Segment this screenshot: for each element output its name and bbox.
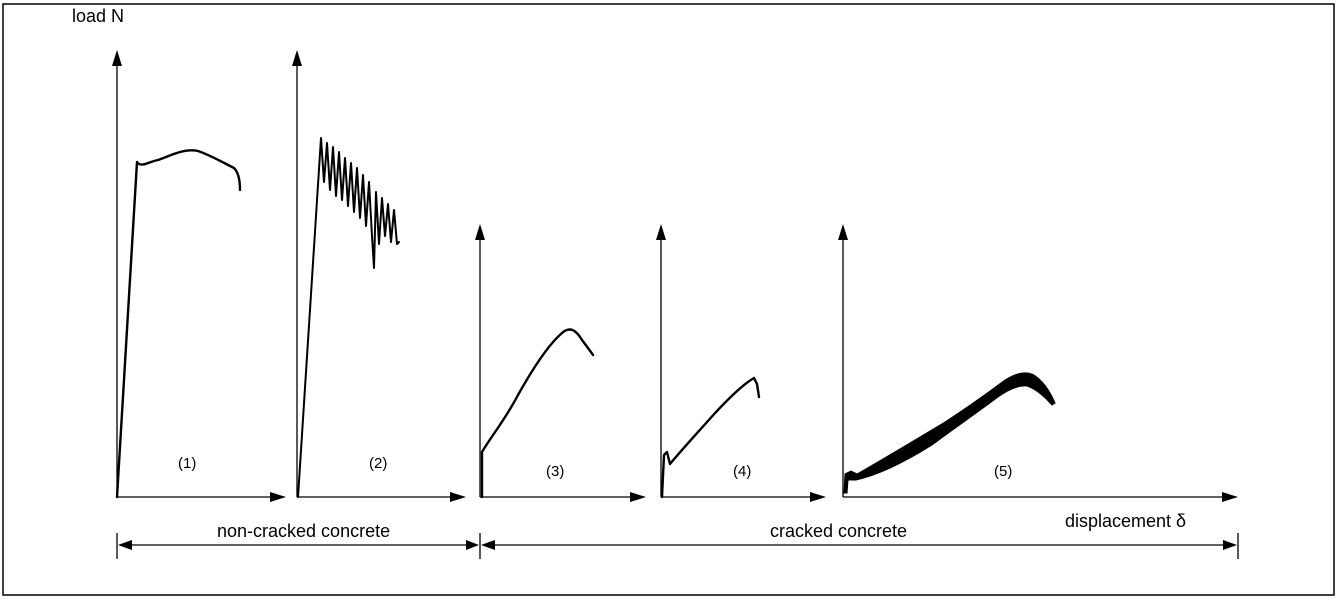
panel-5-x-arrow (1222, 492, 1238, 502)
x-axis-label: displacement δ (1065, 511, 1186, 531)
y-axis-label: load N (72, 6, 124, 26)
panel-4-x-arrow (810, 492, 826, 502)
panel-3-curve (482, 329, 593, 497)
panel-2-curve (298, 138, 399, 497)
group-label-non-cracked: non-cracked concrete (217, 521, 390, 541)
bracket-non-cracked-left-arrow (118, 540, 132, 550)
group-bracket-non-cracked: non-cracked concrete (117, 521, 480, 559)
panel-3-y-arrow (475, 224, 485, 240)
bracket-cracked-left-arrow (481, 540, 495, 550)
panel-4-y-arrow (656, 224, 666, 240)
panel-3-label: (3) (546, 463, 564, 480)
panel-5-label: (5) (994, 463, 1012, 480)
panel-1-label: (1) (178, 455, 196, 472)
bracket-non-cracked-right-arrow (466, 540, 479, 550)
panel-3-x-arrow (630, 492, 646, 502)
panel-5: (5) (838, 224, 1238, 502)
panel-4: (4) (656, 224, 826, 502)
panel-1-y-arrow (112, 50, 122, 66)
panel-1: (1) (112, 50, 286, 502)
panel-5-curve (844, 373, 1055, 493)
group-label-cracked: cracked concrete (770, 521, 907, 541)
panel-2: (2) (292, 50, 466, 502)
panel-2-label: (2) (369, 455, 387, 472)
panel-1-x-arrow (270, 492, 286, 502)
figure-frame (3, 4, 1334, 595)
panel-3: (3) (475, 224, 646, 502)
panel-1-curve (117, 150, 240, 497)
bracket-cracked-right-arrow (1223, 540, 1237, 550)
panel-5-y-arrow (838, 224, 848, 240)
panel-4-label: (4) (733, 463, 751, 480)
panel-2-y-arrow (292, 50, 302, 66)
panel-2-x-arrow (450, 492, 466, 502)
